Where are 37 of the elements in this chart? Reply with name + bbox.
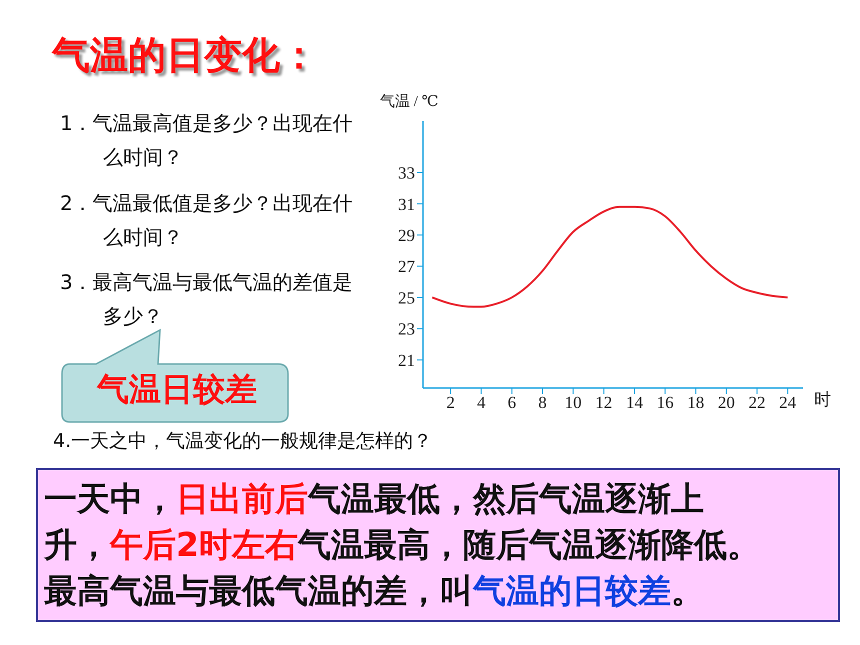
y-tick-label: 31	[398, 194, 415, 214]
y-tick-label: 27	[398, 257, 416, 276]
y-axis-title: 气温 / ℃	[380, 93, 438, 111]
text: 气温最高，随后气温逐渐降低。	[298, 525, 760, 564]
x-tick-label: 18	[687, 393, 704, 412]
text: 气温最低，然后气温逐渐上	[308, 479, 704, 518]
x-tick-label: 16	[656, 393, 674, 412]
y-tick-label: 29	[398, 226, 415, 246]
x-axis-title: 时	[814, 389, 831, 411]
x-tick-label: 22	[748, 393, 766, 412]
text: 升，	[44, 525, 110, 564]
x-tick-label: 8	[538, 393, 547, 412]
x-tick-label: 10	[564, 393, 582, 412]
text: 。	[671, 571, 704, 610]
text: 一天中，	[44, 479, 176, 518]
text: 气温日较差	[96, 369, 258, 410]
text: 日出前后	[176, 479, 308, 518]
x-tick-label: 12	[595, 393, 612, 412]
text: 3．最高气温与最低气温的差值是多少？	[60, 269, 354, 330]
text: 2．气温最低值是多少？出现在什么时间？	[60, 190, 354, 251]
x-tick-label: 20	[718, 393, 735, 412]
text: 4.一天之中，气温变化的一般规律是怎样的？	[53, 429, 432, 454]
text: 气温的日较差	[473, 571, 671, 610]
x-tick-label: 14	[626, 393, 644, 412]
y-tick-label: 25	[398, 288, 415, 308]
line-series	[431, 206, 789, 308]
text: 1．气温最高值是多少？出现在什么时间？	[60, 110, 354, 171]
y-tick-label: 23	[398, 320, 415, 339]
x-tick-label: 4	[476, 393, 486, 412]
chart-title: 气温的日变化：	[52, 32, 318, 79]
y-tick-label: 21	[398, 350, 415, 370]
x-tick-label: 24	[779, 393, 797, 412]
text: 午后2时左右	[110, 525, 298, 564]
x-tick-label: 2	[446, 393, 455, 412]
text: 最高气温与最低气温的差，叫	[44, 571, 473, 610]
y-tick-label: 33	[398, 164, 415, 183]
x-tick-label: 6	[508, 393, 516, 412]
